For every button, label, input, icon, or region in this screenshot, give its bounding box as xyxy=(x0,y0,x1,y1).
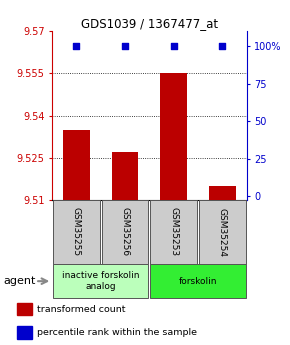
Text: transformed count: transformed count xyxy=(37,305,126,314)
Title: GDS1039 / 1367477_at: GDS1039 / 1367477_at xyxy=(81,17,218,30)
FancyBboxPatch shape xyxy=(53,264,148,298)
FancyBboxPatch shape xyxy=(150,264,246,298)
Point xyxy=(171,43,176,49)
Point xyxy=(74,43,79,49)
Text: inactive forskolin
analog: inactive forskolin analog xyxy=(62,272,139,291)
Bar xyxy=(17,303,32,315)
Text: agent: agent xyxy=(3,276,35,286)
Bar xyxy=(63,130,90,200)
Text: GSM35253: GSM35253 xyxy=(169,207,178,257)
Point xyxy=(123,43,127,49)
Text: GSM35255: GSM35255 xyxy=(72,207,81,257)
Bar xyxy=(112,152,138,200)
FancyBboxPatch shape xyxy=(199,200,246,264)
Bar xyxy=(160,73,187,200)
FancyBboxPatch shape xyxy=(102,200,148,264)
Text: GSM35254: GSM35254 xyxy=(218,207,227,257)
Text: forskolin: forskolin xyxy=(179,277,217,286)
FancyBboxPatch shape xyxy=(53,200,100,264)
Point xyxy=(220,43,224,49)
FancyBboxPatch shape xyxy=(150,200,197,264)
Text: percentile rank within the sample: percentile rank within the sample xyxy=(37,328,197,337)
Bar xyxy=(209,186,235,200)
Bar xyxy=(17,326,32,339)
Text: GSM35256: GSM35256 xyxy=(121,207,130,257)
